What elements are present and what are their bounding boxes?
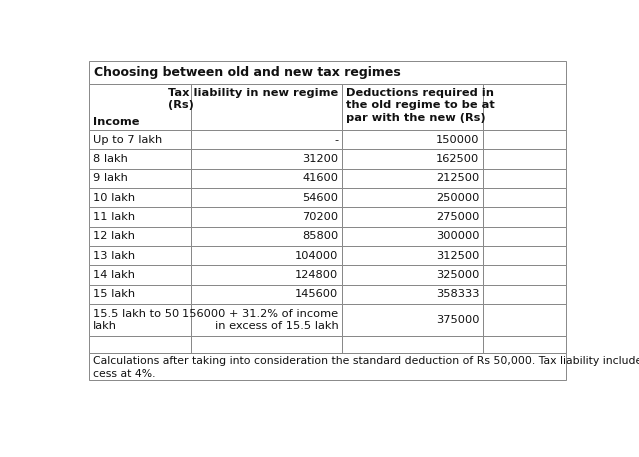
Bar xyxy=(342,84,482,130)
Text: 312500: 312500 xyxy=(436,251,479,260)
Bar xyxy=(89,246,192,266)
Text: 15.5 lakh to 50
lakh: 15.5 lakh to 50 lakh xyxy=(93,309,179,331)
Bar xyxy=(192,285,342,304)
Bar xyxy=(192,149,342,169)
Text: 85800: 85800 xyxy=(302,231,338,241)
Text: Deductions required in
the old regime to be at
par with the new (Rs): Deductions required in the old regime to… xyxy=(346,88,495,122)
Bar xyxy=(192,266,342,285)
Bar xyxy=(192,336,342,352)
Bar xyxy=(482,84,566,130)
Text: 375000: 375000 xyxy=(436,315,479,325)
Bar xyxy=(89,336,192,352)
Bar xyxy=(89,304,192,336)
Bar xyxy=(342,246,482,266)
Text: 150000: 150000 xyxy=(436,135,479,145)
Bar xyxy=(482,207,566,227)
Text: 9 lakh: 9 lakh xyxy=(93,173,128,183)
Text: -: - xyxy=(334,135,338,145)
Bar xyxy=(482,130,566,149)
Bar xyxy=(342,149,482,169)
Bar xyxy=(192,84,342,130)
Text: 13 lakh: 13 lakh xyxy=(93,251,135,260)
Text: 250000: 250000 xyxy=(436,193,479,203)
Bar xyxy=(89,61,566,84)
Text: 70200: 70200 xyxy=(302,212,338,222)
Bar xyxy=(342,188,482,207)
Text: 212500: 212500 xyxy=(436,173,479,183)
Bar xyxy=(89,130,192,149)
Text: 54600: 54600 xyxy=(302,193,338,203)
Bar xyxy=(342,169,482,188)
Bar xyxy=(89,169,192,188)
Text: 124800: 124800 xyxy=(295,270,338,280)
Text: 145600: 145600 xyxy=(295,289,338,299)
Bar xyxy=(192,207,342,227)
Bar xyxy=(482,188,566,207)
Text: Choosing between old and new tax regimes: Choosing between old and new tax regimes xyxy=(94,66,401,79)
Text: 275000: 275000 xyxy=(436,212,479,222)
Bar xyxy=(482,285,566,304)
Bar xyxy=(192,169,342,188)
Bar xyxy=(192,130,342,149)
Bar xyxy=(342,304,482,336)
Text: 41600: 41600 xyxy=(302,173,338,183)
Bar xyxy=(482,149,566,169)
Text: Calculations after taking into consideration the standard deduction of Rs 50,000: Calculations after taking into considera… xyxy=(93,356,639,379)
Text: 10 lakh: 10 lakh xyxy=(93,193,135,203)
Text: 15 lakh: 15 lakh xyxy=(93,289,135,299)
Bar xyxy=(192,188,342,207)
Text: 300000: 300000 xyxy=(436,231,479,241)
Bar xyxy=(482,227,566,246)
Bar xyxy=(342,266,482,285)
Text: 12 lakh: 12 lakh xyxy=(93,231,135,241)
Text: 8 lakh: 8 lakh xyxy=(93,154,128,164)
Text: 31200: 31200 xyxy=(302,154,338,164)
Bar xyxy=(89,352,566,380)
Text: 156000 + 31.2% of income
in excess of 15.5 lakh: 156000 + 31.2% of income in excess of 15… xyxy=(182,309,338,331)
Text: 11 lakh: 11 lakh xyxy=(93,212,135,222)
Bar xyxy=(89,285,192,304)
Bar xyxy=(89,266,192,285)
Bar xyxy=(482,169,566,188)
Text: 358333: 358333 xyxy=(436,289,479,299)
Bar xyxy=(89,227,192,246)
Bar xyxy=(89,207,192,227)
Text: Income: Income xyxy=(93,117,139,127)
Bar xyxy=(482,266,566,285)
Bar xyxy=(192,304,342,336)
Bar xyxy=(482,304,566,336)
Bar xyxy=(342,130,482,149)
Bar xyxy=(192,227,342,246)
Bar xyxy=(482,246,566,266)
Text: Tax liability in new regime
(Rs): Tax liability in new regime (Rs) xyxy=(168,88,338,110)
Text: 162500: 162500 xyxy=(436,154,479,164)
Text: 14 lakh: 14 lakh xyxy=(93,270,135,280)
Text: Up to 7 lakh: Up to 7 lakh xyxy=(93,135,162,145)
Bar xyxy=(89,149,192,169)
Bar xyxy=(192,246,342,266)
Bar xyxy=(342,336,482,352)
Text: 104000: 104000 xyxy=(295,251,338,260)
Text: 325000: 325000 xyxy=(436,270,479,280)
Bar xyxy=(89,188,192,207)
Bar xyxy=(342,227,482,246)
Bar xyxy=(89,84,192,130)
Bar xyxy=(342,285,482,304)
Bar xyxy=(482,336,566,352)
Bar xyxy=(342,207,482,227)
